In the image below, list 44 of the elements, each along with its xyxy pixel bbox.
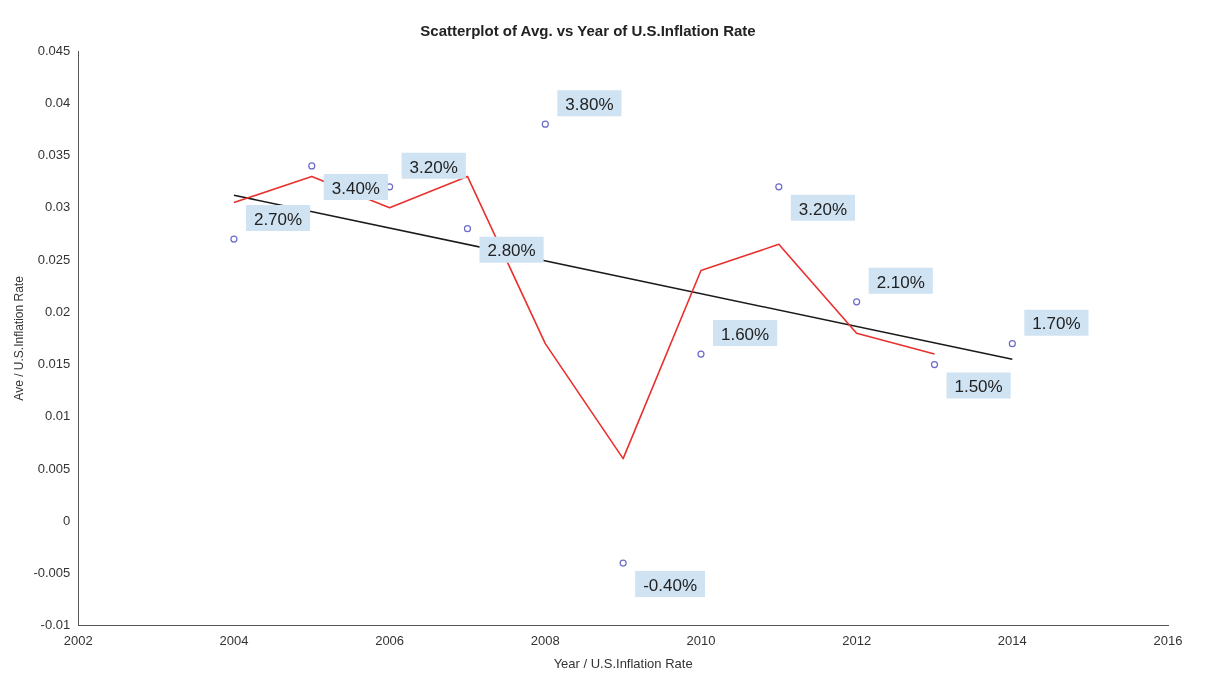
x-tick-label: 2014 [997, 633, 1027, 649]
x-tick-label: 2016 [1153, 633, 1183, 649]
y-tick-label: 0.025 [37, 251, 71, 267]
y-tick-label: 0.02 [44, 303, 71, 319]
x-tick-label: 2002 [63, 633, 93, 649]
data-label: 2.70% [253, 209, 303, 229]
point [619, 559, 627, 567]
x-axis-title: Year / U.S.Inflation Rate [553, 655, 693, 671]
point [1008, 340, 1016, 348]
data-label: 1.60% [720, 324, 770, 344]
y-tick-label: 0.04 [44, 94, 71, 110]
data-label: 1.50% [954, 377, 1003, 397]
y-tick-label: 0.035 [37, 147, 71, 163]
x-tick-label: 2010 [686, 633, 716, 649]
data-label: 3.20% [798, 199, 848, 219]
x-tick-label: 2008 [530, 633, 560, 649]
point [230, 235, 238, 243]
point [463, 225, 472, 233]
y-tick-label: -0.01 [40, 617, 71, 633]
y-tick-label: 0.03 [44, 199, 71, 215]
y-tick-label: 0.045 [37, 42, 71, 58]
data-label: 2.10% [876, 272, 925, 292]
data-label: 3.80% [565, 94, 614, 114]
point [775, 183, 783, 191]
y-tick-label: 0.015 [37, 356, 71, 372]
data-label: 1.70% [1032, 314, 1081, 334]
x-tick-label: 2006 [375, 633, 405, 649]
point [308, 162, 316, 170]
x-tick-label: 2012 [842, 633, 872, 649]
y-tick-label: -0.005 [33, 565, 71, 581]
chart-title: Scatterplot of Avg. vs Year of U.S.Inflation Rate [420, 22, 756, 40]
point [930, 360, 939, 369]
data-label: 2.80% [487, 241, 536, 261]
data-label: 3.40% [331, 178, 380, 198]
x-tick-label: 2004 [219, 633, 249, 649]
y-tick-label: 0.01 [44, 408, 71, 424]
y-tick-label: 0.005 [37, 460, 71, 476]
data-label: -0.40% [643, 575, 698, 595]
point [541, 120, 549, 128]
y-axis-title: Ave / U.S.Inflation Rate [11, 275, 26, 401]
y-tick-label: 0 [63, 512, 71, 528]
data-label: 3.20% [409, 157, 458, 177]
point [697, 350, 705, 358]
point [853, 298, 861, 306]
